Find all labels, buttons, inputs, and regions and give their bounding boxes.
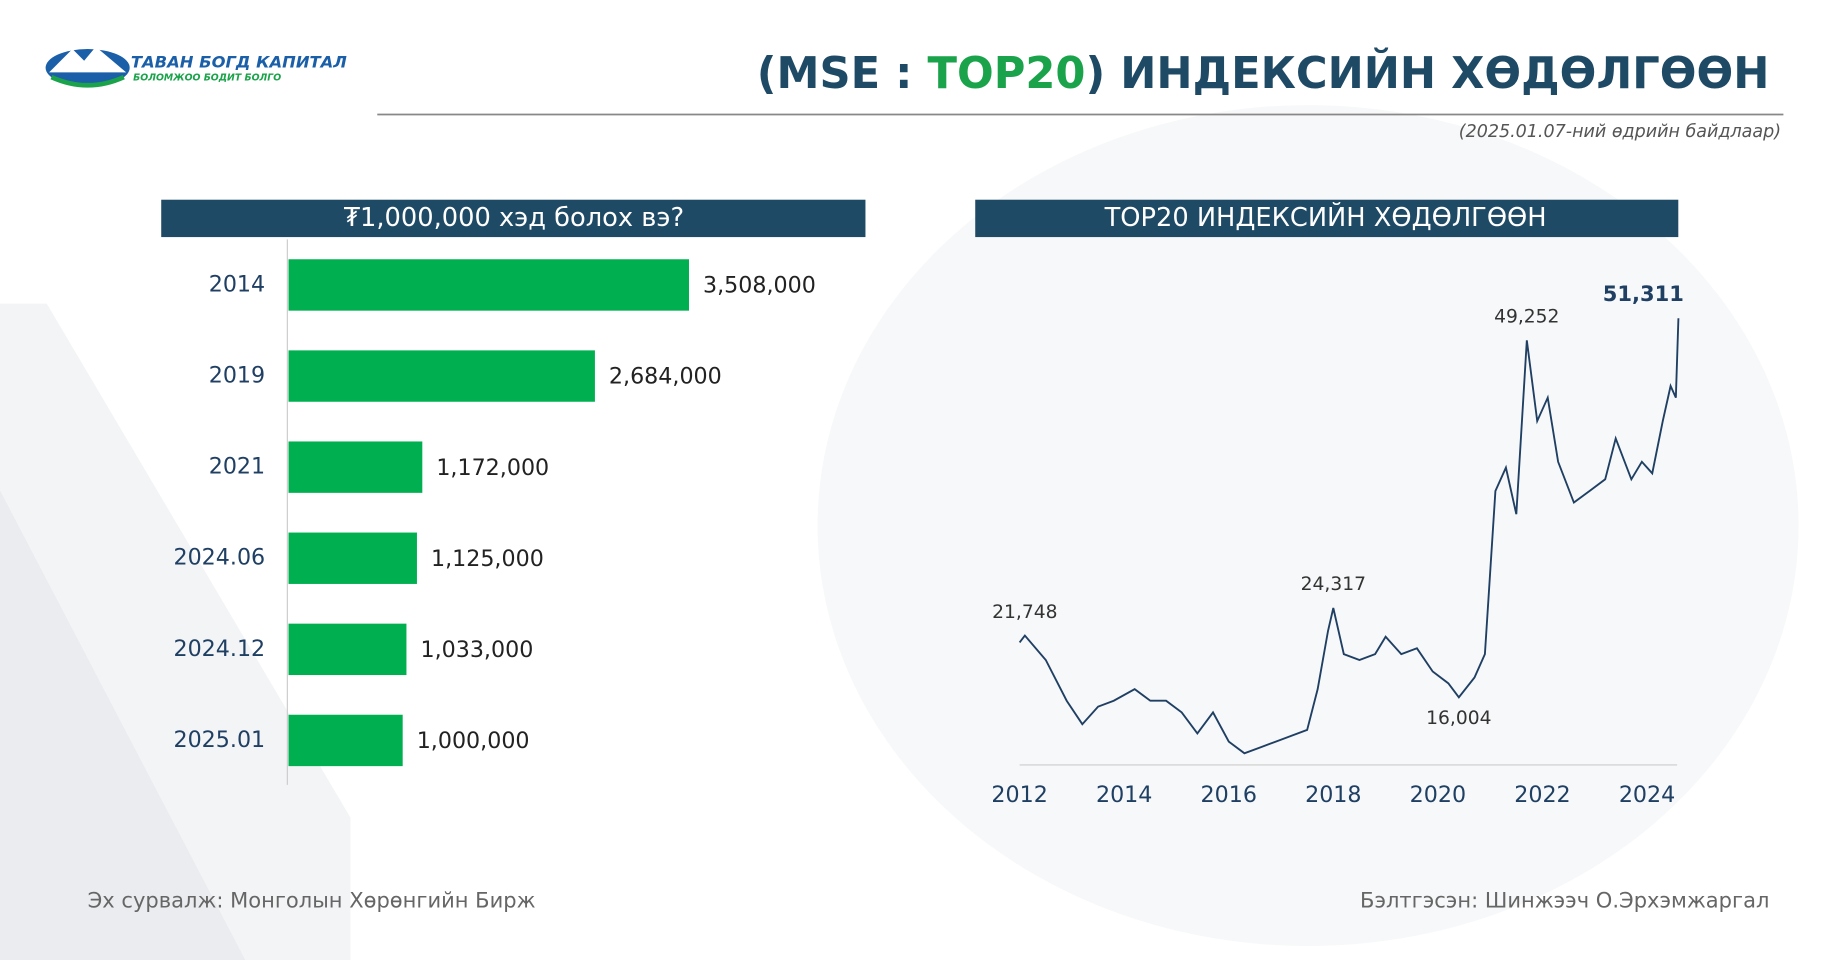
title-part: ) ИНДЕКСИЙН ХӨДӨЛГӨӨН (1086, 47, 1770, 98)
source: Эх сурвалж: Монголын Хөрөнгийн Бирж (88, 888, 536, 913)
bar (288, 350, 595, 402)
x-tick-label: 2016 (1201, 782, 1257, 808)
index-line (1018, 318, 1680, 755)
data-label: 1,172,000 (436, 455, 549, 481)
y-tick-label: 2021 (209, 454, 265, 480)
background-decor (0, 105, 1799, 960)
data-label: 1,125,000 (431, 546, 544, 572)
data-label: 2,684,000 (609, 364, 722, 390)
data-label: 1,033,000 (420, 637, 533, 663)
data-label: 49,252 (1494, 306, 1559, 327)
chart-title: ₮1,000,000 хэд болох вэ? (344, 203, 684, 233)
bar (288, 259, 689, 311)
logo: ТАВАН БОГД КАПИТАЛ БОЛОМЖОО БОДИТ БОЛГО (45, 46, 347, 88)
x-tick-label: 2012 (991, 782, 1047, 808)
panel-header (161, 199, 866, 238)
y-tick-label: 2025.01 (173, 727, 265, 753)
y-tick-label: 2024.12 (173, 636, 265, 662)
y-tick-label: 2019 (209, 363, 265, 389)
data-label: 24,317 (1301, 574, 1366, 595)
x-tick-label: 2024 (1619, 782, 1675, 808)
data-label: 16,004 (1426, 708, 1491, 729)
subtitle: (2025.01.07-ний өдрийн байдлаар) (1459, 122, 1781, 142)
data-label: 3,508,000 (703, 273, 816, 299)
bar (288, 623, 407, 676)
data-label: 21,748 (992, 602, 1057, 623)
x-tick-label: 2020 (1410, 782, 1466, 808)
x-tick-label: 2018 (1305, 782, 1361, 808)
chart-title: TOP20 ИНДЕКСИЙН ХӨДӨЛГӨӨН (1104, 201, 1547, 233)
x-tick-label: 2014 (1096, 782, 1152, 808)
panel-header (975, 199, 1679, 238)
data-label: 51,311 (1603, 281, 1684, 306)
title-accent: TOP20 (928, 48, 1086, 98)
y-tick-label: 2024.06 (173, 545, 265, 571)
title-part: (MSE : (757, 48, 928, 98)
x-tick-label: 2022 (1514, 782, 1570, 808)
author: Бэлтгэсэн: Шинжээч О.Эрхэмжаргал (1360, 888, 1769, 913)
bar (288, 714, 403, 767)
bar (288, 532, 417, 584)
logo-name: ТАВАН БОГД КАПИТАЛ (131, 53, 347, 72)
logo-slogan: БОЛОМЖОО БОДИТ БОЛГО (133, 73, 281, 84)
page-title: (MSE : TOP20) ИНДЕКСИЙН ХӨДӨЛГӨӨН (757, 47, 1770, 98)
bar (288, 441, 423, 493)
y-tick-label: 2014 (209, 271, 265, 297)
data-label: 1,000,000 (417, 728, 530, 754)
